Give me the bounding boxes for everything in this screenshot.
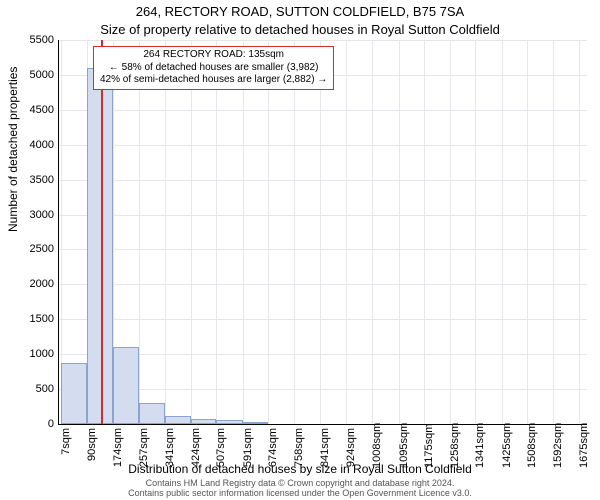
x-tick-label: 1675sqm [578, 428, 590, 468]
y-tick-label: 4500 [14, 104, 54, 116]
gridline-v [346, 40, 347, 424]
histogram-bar [61, 363, 87, 424]
x-tick-label: 424sqm [190, 428, 202, 468]
y-tick-label: 5000 [14, 69, 54, 81]
annot-line2: ← 58% of detached houses are smaller (3,… [100, 62, 327, 75]
x-tick-label: 1425sqm [501, 428, 513, 468]
x-tick-label: 924sqm [345, 428, 357, 468]
x-tick-label: 341sqm [164, 428, 176, 468]
y-tick-label: 3500 [14, 174, 54, 186]
footer-line2: Contains public sector information licen… [0, 488, 600, 498]
chart-title-desc: Size of property relative to detached ho… [0, 22, 600, 37]
y-tick-label: 2000 [14, 278, 54, 290]
x-tick-label: 1592sqm [552, 428, 564, 468]
gridline-v [191, 40, 192, 424]
footer-line1: Contains HM Land Registry data © Crown c… [0, 478, 600, 488]
chart-root: 264, RECTORY ROAD, SUTTON COLDFIELD, B75… [0, 0, 600, 500]
x-tick-label: 90sqm [86, 428, 98, 468]
gridline-v [527, 40, 528, 424]
gridline-v [320, 40, 321, 424]
histogram-bar [191, 419, 217, 424]
gridline-v [165, 40, 166, 424]
marker-annotation: 264 RECTORY ROAD: 135sqm ← 58% of detach… [93, 46, 334, 90]
chart-title-address: 264, RECTORY ROAD, SUTTON COLDFIELD, B75… [0, 4, 600, 19]
histogram-bar [216, 420, 242, 424]
gridline-v [475, 40, 476, 424]
y-tick-label: 5500 [14, 34, 54, 46]
x-tick-label: 1508sqm [526, 428, 538, 468]
annot-line1: 264 RECTORY ROAD: 135sqm [100, 49, 327, 62]
x-tick-label: 758sqm [293, 428, 305, 468]
histogram-bar [139, 403, 165, 424]
y-tick-label: 4000 [14, 139, 54, 151]
y-tick-label: 3000 [14, 209, 54, 221]
gridline-v [579, 40, 580, 424]
x-tick-label: 1175sqm [423, 428, 435, 468]
gridline-v [294, 40, 295, 424]
y-tick-label: 500 [14, 383, 54, 395]
histogram-bar [113, 347, 139, 424]
gridline-v [243, 40, 244, 424]
property-marker-line [101, 40, 103, 424]
plot-area: 264 RECTORY ROAD: 135sqm ← 58% of detach… [58, 40, 587, 425]
x-tick-label: 841sqm [319, 428, 331, 468]
annot-line3: 42% of semi-detached houses are larger (… [100, 74, 327, 87]
histogram-bar [165, 416, 191, 424]
x-tick-label: 591sqm [242, 428, 254, 468]
x-tick-label: 1341sqm [474, 428, 486, 468]
y-tick-label: 0 [14, 418, 54, 430]
gridline-v [216, 40, 217, 424]
x-tick-label: 674sqm [267, 428, 279, 468]
y-tick-label: 1500 [14, 313, 54, 325]
gridline-v [139, 40, 140, 424]
x-tick-label: 1008sqm [371, 428, 383, 468]
y-tick-label: 1000 [14, 348, 54, 360]
x-tick-label: 1095sqm [398, 428, 410, 468]
y-tick-label: 2500 [14, 243, 54, 255]
gridline-v [372, 40, 373, 424]
histogram-bar [243, 422, 269, 424]
gridline-v [399, 40, 400, 424]
x-tick-label: 1258sqm [449, 428, 461, 468]
gridline-v [268, 40, 269, 424]
x-tick-label: 174sqm [112, 428, 124, 468]
gridline-v [450, 40, 451, 424]
gridline-v [553, 40, 554, 424]
x-tick-label: 257sqm [138, 428, 150, 468]
gridline-v [424, 40, 425, 424]
x-tick-label: 507sqm [215, 428, 227, 468]
x-tick-label: 7sqm [60, 428, 72, 468]
gridline-v [502, 40, 503, 424]
